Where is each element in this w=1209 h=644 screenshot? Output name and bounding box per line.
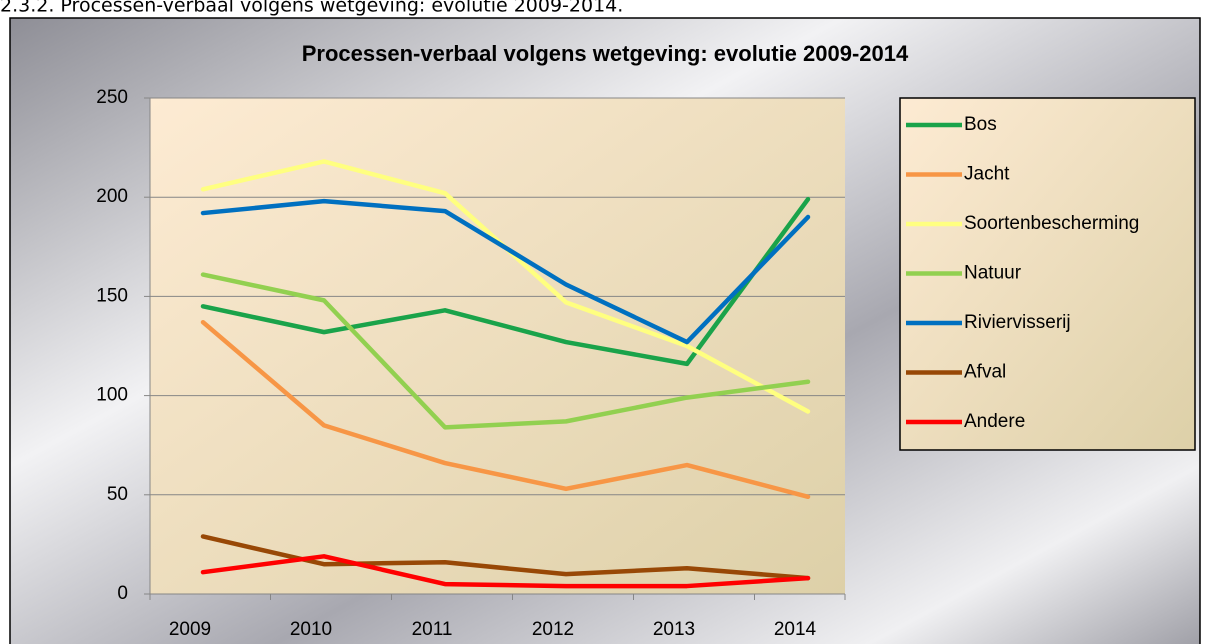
legend-label: Afval — [964, 362, 1006, 383]
x-tick-label: 2011 — [412, 619, 453, 640]
x-tick-label: 2013 — [653, 619, 695, 640]
series-line — [200, 554, 811, 589]
series-line — [200, 196, 811, 367]
x-tick-label: 2012 — [532, 619, 574, 640]
series-line — [200, 272, 811, 430]
legend-label: Jacht — [964, 164, 1010, 185]
legend-label: Soortenbescherming — [964, 213, 1139, 234]
y-tick-label: 150 — [96, 285, 128, 306]
series-line — [200, 198, 811, 345]
y-tick-label: 250 — [96, 87, 128, 108]
plot-area — [150, 98, 845, 594]
y-tick-label: 50 — [107, 484, 128, 505]
series-line — [200, 319, 811, 500]
legend-label: Andere — [964, 411, 1025, 432]
x-tick-label: 2010 — [290, 619, 332, 640]
heading: 2.3.2. Processen-verbaal volgens wetgevi… — [0, 0, 623, 17]
y-tick-label: 100 — [96, 385, 128, 406]
legend-label: Bos — [964, 114, 997, 135]
chart-title: Processen-verbaal volgens wetgeving: evo… — [302, 41, 909, 66]
y-tick-label: 200 — [96, 186, 128, 207]
x-tick-label: 2009 — [169, 619, 211, 640]
legend-label: Riviervisserij — [964, 312, 1071, 333]
y-tick-label: 0 — [117, 583, 128, 604]
legend-label: Natuur — [964, 263, 1022, 284]
x-tick-label: 2014 — [774, 619, 817, 640]
